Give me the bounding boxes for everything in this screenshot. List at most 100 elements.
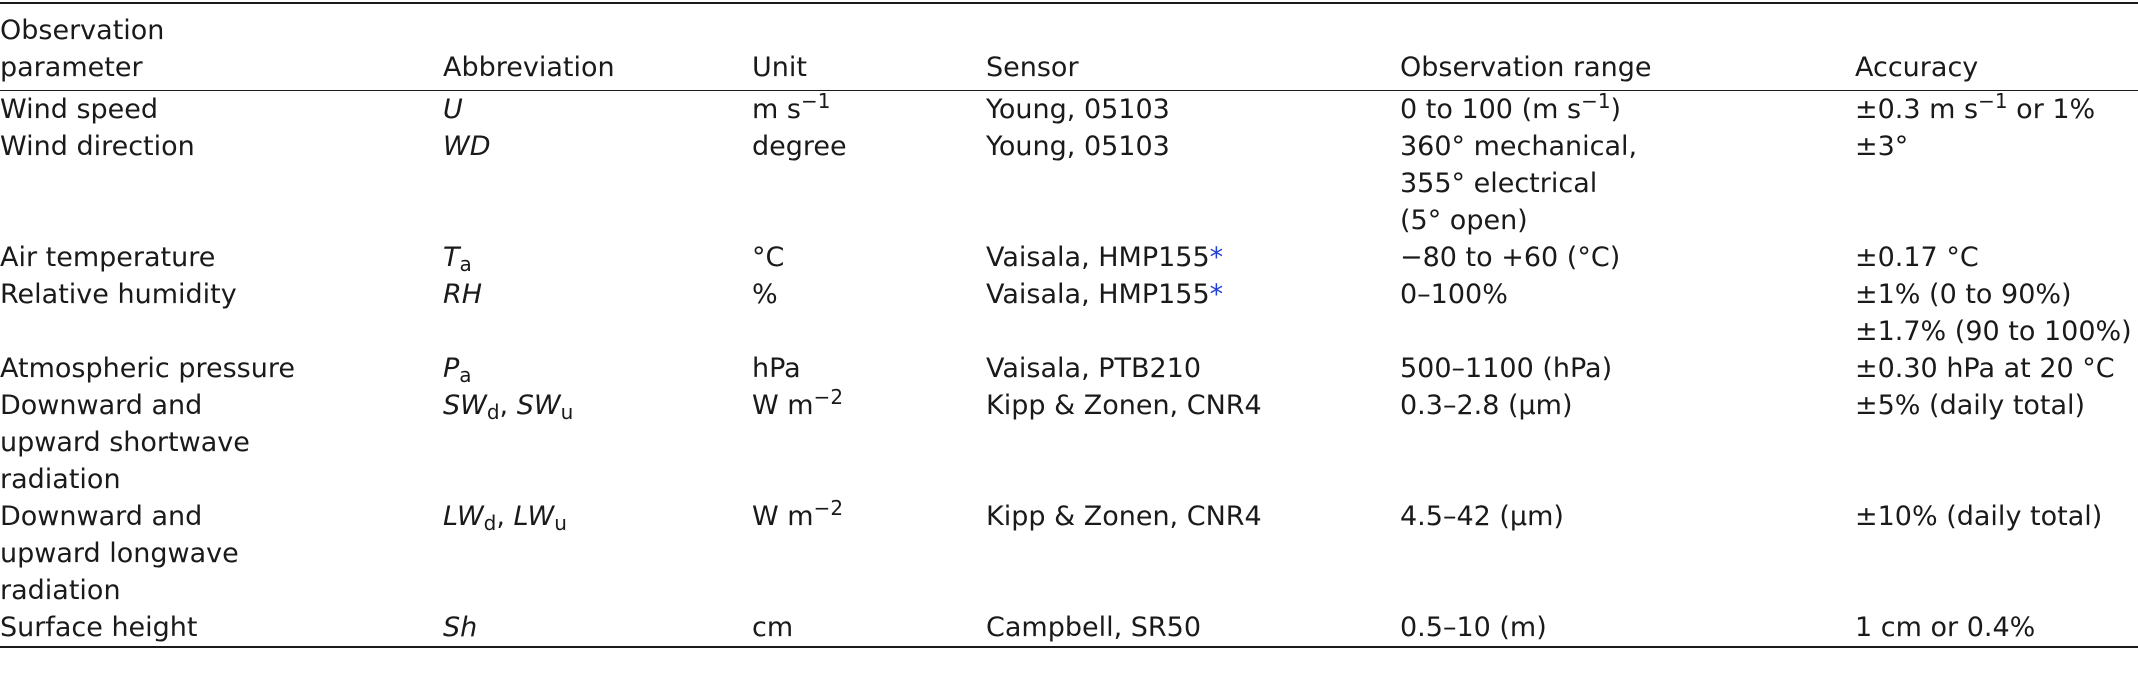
footnote-link[interactable]: * — [1209, 242, 1224, 273]
cell-abbreviation: Pa — [443, 350, 752, 387]
cell-sensor: Kipp & Zonen, CNR4 — [986, 390, 1262, 421]
cell-parameter: Wind direction — [0, 131, 195, 162]
cell-unit: °C — [752, 242, 785, 273]
cell-sensor: Young, 05103 — [986, 94, 1170, 125]
cell-range: 4.5–42 (μm) — [1400, 501, 1564, 532]
table-body: Wind speed U m s−1 Young, 05103 0 to 100… — [0, 91, 2138, 647]
abbr-base: LW — [513, 501, 555, 532]
cell-accuracy: 1 cm or 0.4% — [1855, 612, 2036, 643]
cell-range: −80 to +60 (°C) — [1400, 242, 1621, 273]
unit-superscript: −2 — [813, 385, 844, 409]
cell-accuracy: ±5% (daily total) — [1855, 390, 2086, 421]
header-row: Observation parameter Abbreviation Unit … — [0, 3, 2138, 91]
header-abbreviation: Abbreviation — [443, 52, 615, 83]
header-parameter-line1: Observation — [0, 15, 165, 46]
table-row: Wind direction WD degree Young, 05103 36… — [0, 128, 2138, 239]
cell-unit: W m−2 — [752, 498, 986, 609]
header-parameter: Observation parameter — [0, 3, 443, 91]
cell-accuracy: ±10% (daily total) — [1855, 501, 2103, 532]
accuracy-line: ±1.7% (90 to 100%) — [1855, 316, 2132, 347]
table-row: Atmospheric pressure Pa hPa Vaisala, PTB… — [0, 350, 2138, 387]
header-range: Observation range — [1400, 52, 1652, 83]
parameter-line: Downward and — [0, 390, 203, 421]
cell-parameter: Downward and upward shortwave radiation — [0, 387, 443, 498]
cell-unit: % — [752, 279, 778, 310]
cell-sensor: Vaisala, HMP155* — [986, 276, 1400, 350]
abbr-subscript: a — [459, 252, 472, 276]
cell-parameter: Downward and upward longwave radiation — [0, 498, 443, 609]
cell-range: 0 to 100 (m s−1) — [1400, 91, 1855, 129]
parameter-line: radiation — [0, 575, 121, 606]
cell-parameter: Surface height — [0, 612, 198, 643]
unit-base: W m — [752, 390, 814, 421]
table-row: Downward and upward shortwave radiation … — [0, 387, 2138, 498]
abbr-subscript: d — [486, 400, 500, 424]
abbr-base: SW — [443, 390, 487, 421]
accuracy-line: ±1% (0 to 90%) — [1855, 279, 2072, 310]
cell-range: 0–100% — [1400, 279, 1508, 310]
range-text: 0 to 100 (m s — [1400, 94, 1582, 125]
cell-unit: W m−2 — [752, 387, 986, 498]
sensor-text: Vaisala, HMP155 — [986, 279, 1210, 310]
cell-sensor: Vaisala, PTB210 — [986, 353, 1202, 384]
accuracy-text: ±0.3 m s — [1855, 94, 1979, 125]
abbr-separator: , — [499, 390, 517, 421]
cell-accuracy: ±0.3 m s−1 or 1% — [1855, 91, 2138, 129]
cell-abbreviation: RH — [443, 279, 483, 310]
cell-abbreviation: Ta — [443, 239, 752, 276]
cell-accuracy: ±1% (0 to 90%) ±1.7% (90 to 100%) — [1855, 276, 2138, 350]
cell-sensor: Campbell, SR50 — [986, 612, 1202, 643]
cell-accuracy: ±0.30 hPa at 20 °C — [1855, 353, 2115, 384]
table-row: Relative humidity RH % Vaisala, HMP155* … — [0, 276, 2138, 350]
header-unit: Unit — [752, 52, 807, 83]
unit-base: W m — [752, 501, 814, 532]
cell-range: 0.5–10 (m) — [1400, 612, 1547, 643]
cell-accuracy: ±3° — [1855, 131, 1909, 162]
header-sensor: Sensor — [986, 52, 1079, 83]
table-header: Observation parameter Abbreviation Unit … — [0, 3, 2138, 91]
cell-range: 0.3–2.8 (μm) — [1400, 390, 1573, 421]
unit-base: m s — [752, 94, 801, 125]
cell-sensor: Vaisala, HMP155* — [986, 239, 1400, 276]
table-row: Downward and upward longwave radiation L… — [0, 498, 2138, 609]
cell-unit: m s−1 — [752, 91, 986, 129]
cell-unit: cm — [752, 612, 794, 643]
cell-unit: hPa — [752, 353, 801, 384]
range-line: 355° electrical — [1400, 168, 1598, 199]
range-line: 360° mechanical, — [1400, 131, 1638, 162]
abbr-subscript: u — [560, 400, 574, 424]
accuracy-superscript: −1 — [1978, 89, 2008, 113]
table-row: Surface height Sh cm Campbell, SR50 0.5–… — [0, 609, 2138, 647]
header-accuracy: Accuracy — [1855, 52, 1979, 83]
cell-abbreviation: WD — [443, 131, 491, 162]
abbr-base: LW — [443, 501, 484, 532]
table-row: Air temperature Ta °C Vaisala, HMP155* −… — [0, 239, 2138, 276]
cell-range: 360° mechanical, 355° electrical (5° ope… — [1400, 128, 1855, 239]
cell-parameter: Air temperature — [0, 242, 216, 273]
footnote-link[interactable]: * — [1209, 279, 1224, 310]
cell-parameter: Relative humidity — [0, 279, 237, 310]
abbr-base: SW — [516, 390, 561, 421]
cell-sensor: Young, 05103 — [986, 131, 1170, 162]
cell-parameter: Atmospheric pressure — [0, 353, 295, 384]
cell-range: 500–1100 (hPa) — [1400, 353, 1613, 384]
unit-superscript: −1 — [800, 89, 831, 113]
cell-abbreviation: Sh — [443, 612, 478, 643]
range-text-end: ) — [1610, 94, 1622, 125]
range-superscript: −1 — [1581, 89, 1611, 113]
cell-parameter: Wind speed — [0, 94, 159, 125]
abbr-subscript: u — [554, 511, 567, 535]
cell-sensor: Kipp & Zonen, CNR4 — [986, 501, 1262, 532]
unit-superscript: −2 — [813, 496, 844, 520]
abbr-base: T — [443, 242, 460, 273]
parameter-line: upward longwave — [0, 538, 239, 569]
cell-abbreviation: SWd, SWu — [443, 387, 752, 498]
parameter-line: radiation — [0, 464, 121, 495]
abbr-subscript: a — [459, 363, 472, 387]
parameter-line: Downward and — [0, 501, 203, 532]
cell-unit: degree — [752, 131, 847, 162]
cell-accuracy: ±0.17 °C — [1855, 242, 1979, 273]
range-line: (5° open) — [1400, 205, 1528, 236]
abbr-subscript: d — [483, 511, 497, 535]
